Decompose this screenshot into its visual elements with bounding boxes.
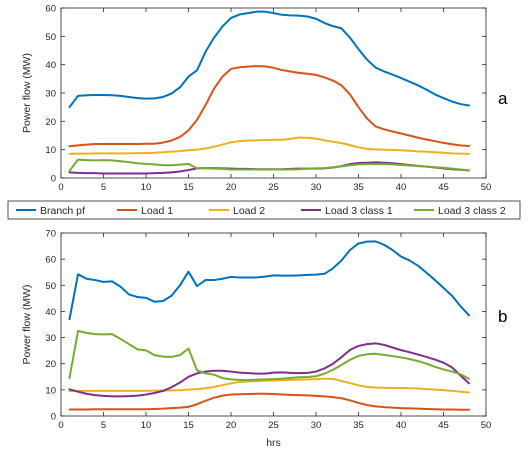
x-tick-label: 5 bbox=[101, 182, 106, 193]
series-line-load-1 bbox=[68, 65, 470, 148]
legend-label-load-3-class-2: Load 3 class 2 bbox=[438, 205, 506, 217]
x-tick-label: 0 bbox=[58, 182, 63, 193]
x-tick-label: 50 bbox=[481, 420, 492, 431]
y-tick-label: 0 bbox=[51, 174, 56, 185]
x-tick-label: 25 bbox=[268, 182, 279, 193]
legend: Branch pf Load 1 Load 2 Load 3 class 1 Load … bbox=[7, 200, 521, 220]
y-tick-label: 60 bbox=[45, 255, 56, 266]
x-axis-label: hrs bbox=[266, 437, 281, 449]
x-tick-label: 10 bbox=[141, 182, 152, 193]
y-tick-label: 10 bbox=[45, 385, 56, 396]
panel-label: a bbox=[498, 89, 508, 108]
legend-label-load-1: Load 1 bbox=[141, 205, 173, 217]
x-tick-label: 30 bbox=[311, 182, 322, 193]
y-tick-label: 50 bbox=[45, 281, 56, 292]
y-tick-label: 20 bbox=[45, 117, 56, 128]
series-line-branch-pf bbox=[68, 240, 470, 321]
y-tick-label: 70 bbox=[45, 229, 56, 240]
x-tick-label: 30 bbox=[311, 420, 322, 431]
series-line-branch-pf bbox=[68, 10, 470, 109]
y-tick-label: 10 bbox=[45, 145, 56, 156]
x-tick-label: 25 bbox=[268, 420, 279, 431]
series-line-load-2 bbox=[68, 377, 470, 394]
x-tick-label: 10 bbox=[141, 420, 152, 431]
y-tick-label: 60 bbox=[45, 4, 56, 15]
y-tick-label: 0 bbox=[51, 412, 56, 423]
legend-label-load-3-class-1: Load 3 class 1 bbox=[325, 205, 393, 217]
chart-panel-b: 0 5 10 15 20 25 30 35 40 45 50 0 10 20 30 40 50 60 70 Power… bbox=[21, 229, 507, 450]
x-tick-label: 40 bbox=[396, 182, 407, 193]
y-tick-label: 40 bbox=[45, 60, 56, 71]
y-axis-label: Power flow (MW) bbox=[21, 53, 33, 133]
legend-box bbox=[7, 200, 521, 220]
x-tick-label: 35 bbox=[353, 182, 364, 193]
x-tick-label: 0 bbox=[58, 420, 63, 431]
y-tick-label: 30 bbox=[45, 333, 56, 344]
x-tick-label: 50 bbox=[481, 182, 492, 193]
y-tick-label: 30 bbox=[45, 89, 56, 100]
plot-area bbox=[60, 7, 487, 179]
series-line-load-2 bbox=[68, 136, 470, 155]
x-tick-label: 15 bbox=[183, 182, 194, 193]
y-tick-label: 20 bbox=[45, 359, 56, 370]
x-tick-label: 20 bbox=[226, 420, 237, 431]
x-tick-label: 5 bbox=[101, 420, 106, 431]
series-line-load-3-class-2 bbox=[68, 158, 470, 172]
x-tick-label: 35 bbox=[353, 420, 364, 431]
x-tick-label: 40 bbox=[396, 420, 407, 431]
series-line-load-3-class-2 bbox=[68, 330, 470, 382]
legend-label-branch-pf: Branch pf bbox=[40, 205, 85, 217]
series-line-load-1 bbox=[68, 392, 470, 411]
series-line-load-3-class-1 bbox=[68, 342, 470, 398]
x-tick-label: 15 bbox=[183, 420, 194, 431]
chart-panel-a: 0 5 10 15 20 25 30 35 40 45 50 0 10 20 30 40 50 60 Power f… bbox=[21, 4, 508, 194]
x-tick-label: 20 bbox=[226, 182, 237, 193]
legend-label-load-2: Load 2 bbox=[233, 205, 265, 217]
y-axis-label: Power flow (MW) bbox=[21, 285, 33, 365]
y-tick-label: 50 bbox=[45, 32, 56, 43]
panel-label: b bbox=[498, 307, 507, 326]
y-tick-label: 40 bbox=[45, 307, 56, 318]
x-tick-label: 45 bbox=[438, 420, 449, 431]
x-tick-label: 45 bbox=[438, 182, 449, 193]
